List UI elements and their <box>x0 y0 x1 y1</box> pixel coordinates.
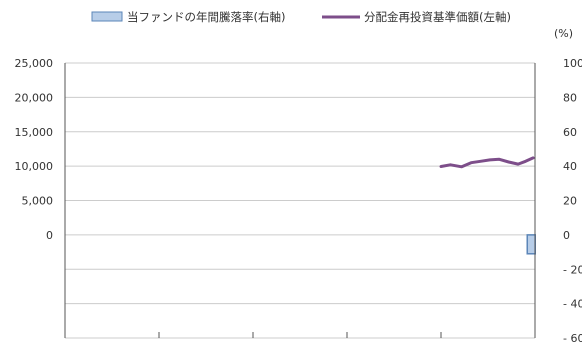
right-tick-label: - 20 <box>563 263 582 276</box>
plot-frame <box>64 63 536 338</box>
left-axis-ticks: 0 5,000 10,000 15,000 20,000 25,000 <box>15 57 54 242</box>
right-axis-ticks: - 60 - 40 - 20 0 20 40 60 80 100 <box>563 57 582 345</box>
right-tick-label: - 60 <box>563 332 582 345</box>
right-tick-label: 100 <box>563 57 582 70</box>
bar-series <box>526 234 536 255</box>
left-tick-label: 10,000 <box>15 160 54 173</box>
left-tick-label: 15,000 <box>15 126 54 139</box>
right-tick-label: 0 <box>563 229 570 242</box>
bar <box>526 234 536 255</box>
legend-line-label: 分配金再投資基準価額(左軸) <box>364 10 511 24</box>
right-tick-label: - 40 <box>563 298 582 311</box>
x-axis-ticks <box>158 332 442 338</box>
right-tick-label: 40 <box>563 160 577 173</box>
left-tick-label: 5,000 <box>22 195 54 208</box>
series-line <box>439 156 535 169</box>
grid <box>65 62 535 339</box>
left-tick-label: 0 <box>46 229 53 242</box>
legend: 当ファンドの年間騰落率(右軸) 分配金再投資基準価額(左軸) <box>91 10 511 24</box>
legend-bar-swatch <box>91 11 123 22</box>
left-tick-label: 25,000 <box>15 57 54 70</box>
left-tick-label: 20,000 <box>15 91 54 104</box>
right-tick-label: 20 <box>563 195 577 208</box>
right-tick-label: 80 <box>563 91 577 104</box>
line-series <box>439 156 535 169</box>
right-tick-label: 60 <box>563 126 577 139</box>
right-axis-unit: (%) <box>554 27 573 40</box>
legend-bar-label: 当ファンドの年間騰落率(右軸) <box>127 10 285 24</box>
